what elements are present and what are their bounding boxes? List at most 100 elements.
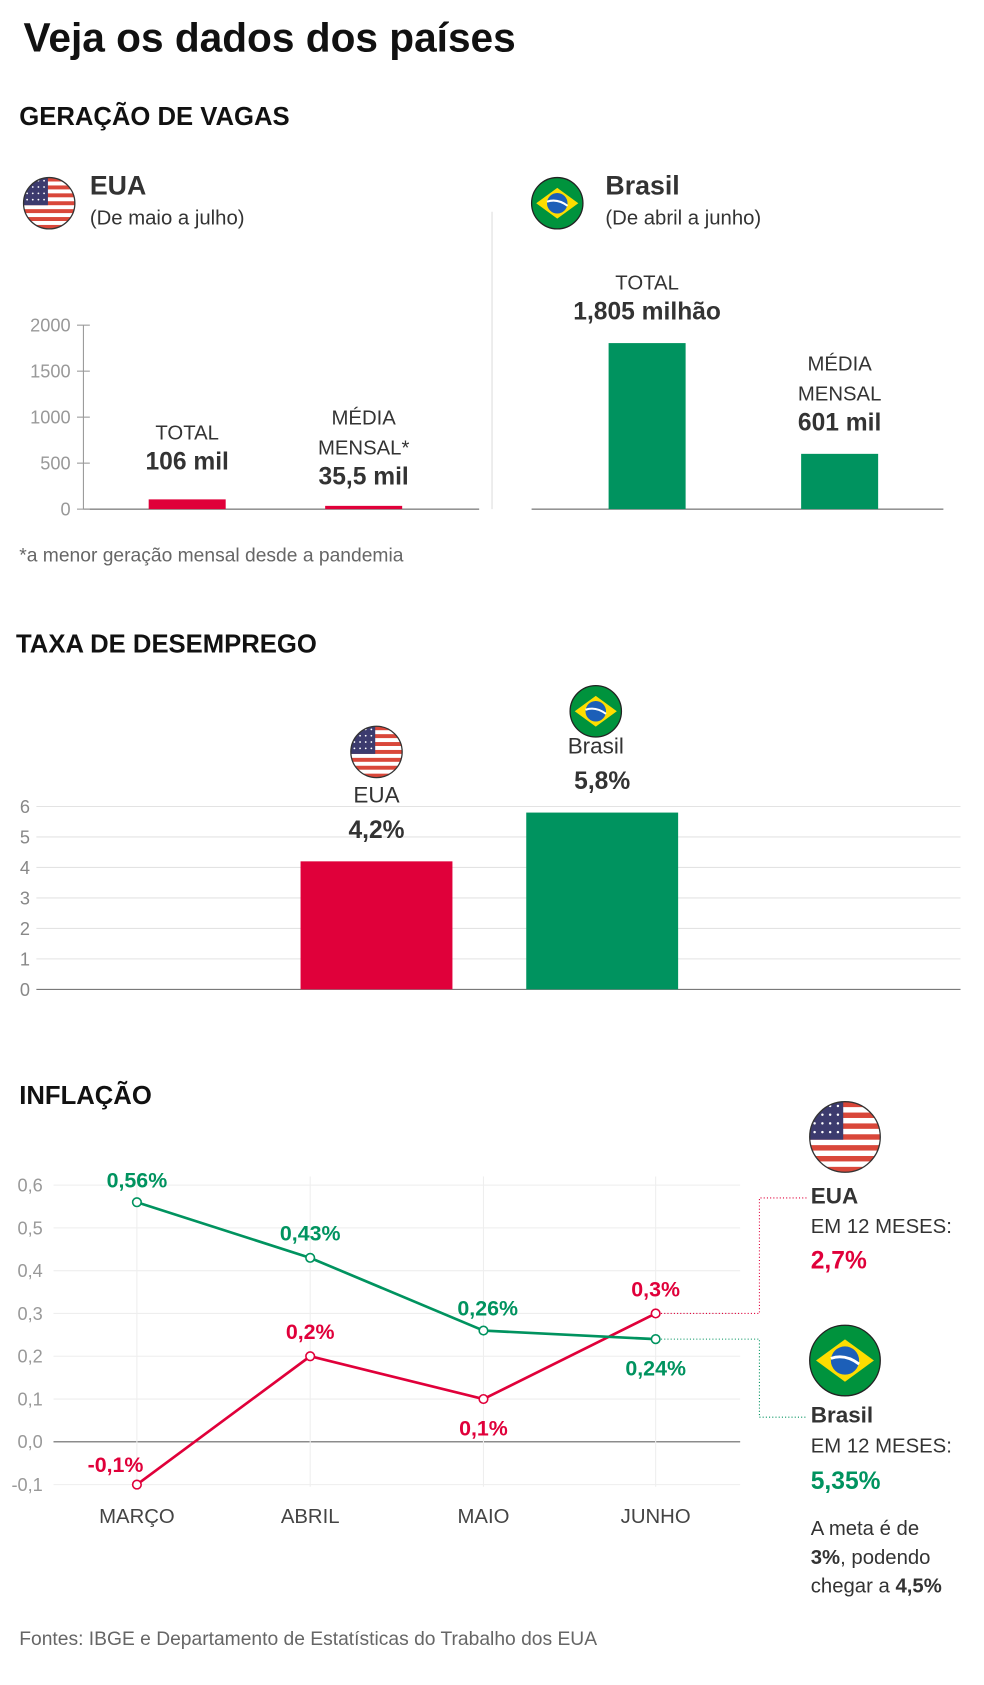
data-point <box>131 1479 142 1490</box>
flag-stripe <box>809 1166 881 1173</box>
flag-star <box>37 192 40 195</box>
bar-category-label: MENSAL* <box>318 438 410 460</box>
us-flag-icon <box>809 1101 881 1173</box>
data-label: 0,56% <box>107 1168 168 1192</box>
flag-stripe <box>23 201 75 206</box>
flag-star <box>43 192 45 195</box>
y-tick-label: 4 <box>20 858 30 878</box>
y-tick-label: 500 <box>40 454 70 474</box>
flag-star <box>359 747 361 750</box>
flag-star <box>359 734 361 737</box>
flag-star <box>821 1122 824 1125</box>
y-tick-label: 1500 <box>30 362 70 382</box>
flag-outline <box>22 176 76 230</box>
y-tick-label: 0,1 <box>18 1389 43 1409</box>
eua-name: EUA <box>90 171 146 201</box>
y-tick-label: 0,3 <box>18 1304 43 1324</box>
x-tick-label: MAIO <box>457 1506 509 1528</box>
flag-stripe <box>350 773 403 778</box>
series-line-brasil <box>136 1200 656 1341</box>
bar-category-label: EUA <box>353 783 399 808</box>
flag-star <box>26 186 29 188</box>
y-tick-label: 0,5 <box>18 1218 43 1238</box>
inflacao-brasil-label: EM 12 MESES: <box>811 1436 952 1458</box>
bar-category-label: MENSAL <box>798 383 882 405</box>
bar <box>801 453 879 510</box>
flag-star <box>821 1130 824 1134</box>
flag-stripe <box>23 209 75 214</box>
flag-star <box>813 1113 816 1116</box>
data-point <box>131 1197 142 1208</box>
y-tick-label: 1000 <box>30 408 70 428</box>
flag-stripe <box>809 1112 881 1118</box>
data-label: 0,43% <box>280 1222 341 1246</box>
flag-star <box>828 1113 832 1116</box>
flag-star <box>43 198 45 201</box>
flag-star <box>353 728 356 731</box>
flag-star <box>359 741 361 743</box>
flag-stripe <box>809 1134 881 1140</box>
bar <box>526 812 679 990</box>
flag-star <box>813 1122 816 1125</box>
flag-star <box>37 198 40 201</box>
flag-star <box>31 192 34 195</box>
y-tick-label: -0,1 <box>11 1475 42 1495</box>
flag-star <box>836 1130 840 1134</box>
flag-star <box>836 1122 840 1125</box>
flag-star <box>43 186 45 188</box>
chart-desemprego: 0 1 2 3 4 5 6 4,2% EUA 5,8% Brasil <box>20 734 961 1000</box>
flag-stripe <box>809 1101 881 1108</box>
flag-stripe <box>809 1155 881 1162</box>
flag-stripe <box>809 1145 881 1151</box>
data-label: 0,3% <box>631 1277 680 1301</box>
flag-globe <box>546 192 568 214</box>
y-tick-label: 0 <box>60 500 70 520</box>
flag-body <box>809 1101 881 1173</box>
x-tick-label: ABRIL <box>281 1506 340 1528</box>
flag-star <box>359 728 361 731</box>
meta-rest: , podendo <box>840 1547 930 1569</box>
data-point <box>478 1325 489 1336</box>
brazil-flag-icon <box>569 684 623 738</box>
bar <box>300 861 453 990</box>
flag-star <box>821 1113 824 1116</box>
y-tick-label: 0,0 <box>18 1432 43 1452</box>
x-tick-label: MARÇO <box>99 1506 175 1528</box>
flag-stripe <box>23 217 75 221</box>
flag-star <box>26 179 29 182</box>
series-line-eua <box>136 1312 657 1486</box>
meta-bold-3pct: 3% <box>811 1547 840 1569</box>
flag-star <box>31 179 34 182</box>
flag-stripe <box>350 749 403 754</box>
meta-line-1: A meta é de <box>811 1518 919 1540</box>
flag-star <box>813 1130 816 1134</box>
data-label: -0,1% <box>88 1453 144 1477</box>
inflacao-eua-label: EM 12 MESES: <box>811 1216 952 1238</box>
inflacao-brasil-value: 5,35% <box>811 1468 881 1495</box>
eua-connector <box>661 1197 808 1315</box>
flag-stripe <box>809 1123 881 1129</box>
flag-star <box>26 192 29 195</box>
section-title-vagas: GERAÇÃO DE VAGAS <box>19 101 289 131</box>
us-flag-icon <box>350 725 403 779</box>
footer-sources: Fontes: IBGE e Departamento de Estatísti… <box>19 1629 597 1650</box>
y-tick-label: 0,6 <box>18 1176 43 1196</box>
flag-band <box>546 199 569 207</box>
bar-value-label: 106 mil <box>145 448 228 475</box>
page-title: Veja os dados dos países <box>24 14 516 60</box>
flag-stripe <box>23 177 75 182</box>
bar-value-label: 601 mil <box>798 409 881 436</box>
flag-band <box>585 707 607 715</box>
data-point <box>650 1334 661 1345</box>
brasil-connector <box>661 1338 808 1418</box>
chart-vagas-brasil: 1,805 milhão TOTAL 601 mil MÉDIA MENSAL <box>531 273 944 510</box>
data-point <box>478 1393 489 1405</box>
flag-stripe <box>350 757 403 762</box>
flag-stripe <box>350 734 403 739</box>
y-tick-label: 1 <box>20 949 30 969</box>
chart-vagas-eua: 0 500 1000 1500 2000 106 mil TOTAL 35,5 mil MÉDI… <box>30 316 480 520</box>
brasil-period: (De abril a junho) <box>605 208 761 230</box>
flag-body <box>350 726 403 778</box>
